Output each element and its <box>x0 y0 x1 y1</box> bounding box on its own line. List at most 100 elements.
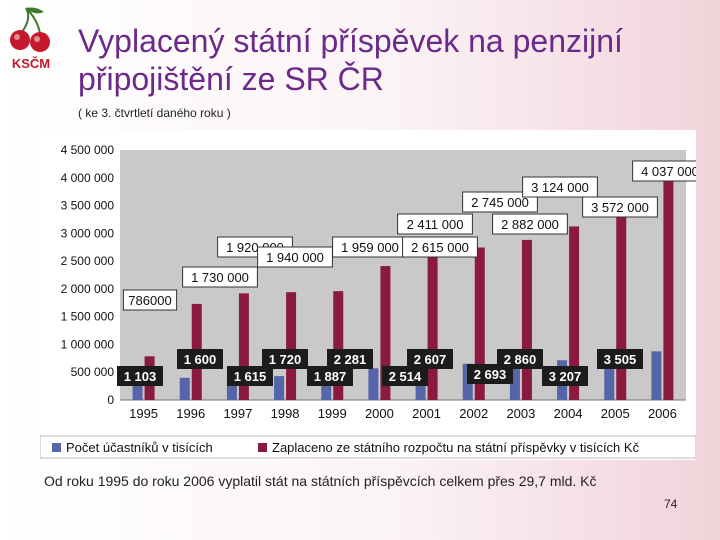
bar-paid <box>286 292 297 400</box>
data-label-paid: 2 882 000 <box>492 213 568 235</box>
bar-participants <box>604 355 615 400</box>
data-label: 3 505 <box>604 352 637 367</box>
bar-paid <box>616 201 627 400</box>
data-label-paid: 1 959 000 <box>332 236 408 258</box>
data-label: 2 514 <box>389 369 422 384</box>
data-label-box <box>597 349 643 369</box>
y-tick-label: 1 000 000 <box>61 337 115 351</box>
data-label-paid: 2 411 000 <box>397 213 473 235</box>
data-label-box <box>497 349 543 369</box>
data-label-box <box>542 366 588 386</box>
data-label-participants: 2 860 <box>497 349 543 369</box>
data-label-box <box>522 176 598 198</box>
legend: Počet účastníků v tisících Zaplaceno ze s… <box>39 435 697 459</box>
data-label: 3 124 000 <box>531 180 589 195</box>
data-label: 1 720 <box>269 352 302 367</box>
y-tick-label: 2 000 000 <box>61 282 115 296</box>
data-label-participants: 1 600 <box>177 349 223 369</box>
x-tick-label: 1998 <box>271 406 300 421</box>
data-label: 3 572 000 <box>591 200 649 215</box>
x-tick-label: 2003 <box>506 406 535 421</box>
x-tick-label: 1997 <box>223 406 252 421</box>
y-tick-label: 2 500 000 <box>61 254 115 268</box>
data-label-box <box>397 213 473 235</box>
legend-swatch-paid <box>258 443 267 452</box>
data-label: 1 103 <box>124 369 157 384</box>
data-label: 2 882 000 <box>501 217 559 232</box>
y-tick-label: 3 500 000 <box>61 199 115 213</box>
data-label-box <box>327 349 373 369</box>
kscm-logo: KSČM <box>10 7 50 71</box>
bar-participants <box>132 384 143 400</box>
data-label: 1 730 000 <box>191 270 249 285</box>
data-label-participants: 1 103 <box>117 366 163 386</box>
bar-participants <box>274 376 285 400</box>
data-label-paid: 786000 <box>122 289 178 311</box>
data-label: 2 860 <box>504 352 537 367</box>
y-tick-label: 3 000 000 <box>61 226 115 240</box>
bar-participants <box>179 377 190 400</box>
y-tick-label: 500 000 <box>71 365 115 379</box>
data-label-box <box>227 366 273 386</box>
data-label: 2 411 000 <box>407 217 464 232</box>
bar-paid <box>474 247 485 400</box>
page-title: Vyplacený státní příspěvek na penzijní p… <box>78 23 623 97</box>
bar-paid <box>663 175 674 400</box>
data-label-paid: 1 940 000 <box>257 246 333 268</box>
data-label-box <box>117 366 163 386</box>
y-tick-label: 0 <box>107 393 114 407</box>
legend-label-paid: Zaplaceno ze státního rozpočtu na státní… <box>272 440 640 455</box>
x-tick-label: 1999 <box>318 406 347 421</box>
data-label-participants: 2 607 <box>407 349 453 369</box>
data-label-box <box>492 213 568 235</box>
data-label-paid: 2 615 000 <box>402 236 478 258</box>
data-label-participants: 1 887 <box>307 366 353 386</box>
x-tick-label: 2006 <box>648 406 677 421</box>
data-label: 2 607 <box>414 352 447 367</box>
data-label-participants: 1 615 <box>227 366 273 386</box>
bar-participants <box>368 368 379 400</box>
x-tick-label: 2004 <box>554 406 583 421</box>
y-tick-label: 1 500 000 <box>61 310 115 324</box>
data-label: 1 600 <box>184 352 217 367</box>
bar-paid <box>238 293 249 400</box>
data-label-participants: 3 207 <box>542 366 588 386</box>
legend-swatch-participants <box>52 443 61 452</box>
data-label: 1 615 <box>234 369 267 384</box>
page-number: 74 <box>664 497 678 511</box>
data-label: 4 037 000 <box>641 164 696 179</box>
x-tick-label: 2005 <box>601 406 630 421</box>
data-label-box <box>382 366 428 386</box>
bar-paid <box>333 291 344 400</box>
bar-participants <box>226 377 237 400</box>
bar-chart: 0 500 000 1 000 000 1 500 000 2 000 000 2 500… <box>39 130 708 460</box>
data-label-box <box>307 366 353 386</box>
y-tick-label: 4 000 000 <box>61 171 115 185</box>
data-label-paid: 1 730 000 <box>182 266 258 288</box>
bar-paid <box>521 239 532 400</box>
data-label-paid: 4 037 000 <box>632 160 708 182</box>
data-label: 2 615 000 <box>411 240 469 255</box>
x-tick-label: 2000 <box>365 406 394 421</box>
data-label: 1 940 000 <box>266 250 324 265</box>
data-label-paid: 3 572 000 <box>582 196 658 218</box>
data-label: 3 207 <box>549 369 582 384</box>
data-label-box <box>262 349 308 369</box>
data-label-box <box>177 349 223 369</box>
data-label: 1 887 <box>314 369 347 384</box>
y-tick-label: 4 500 000 <box>61 143 115 157</box>
data-label: 2 281 <box>334 352 367 367</box>
data-label-paid: 3 124 000 <box>522 176 598 198</box>
data-label-box <box>407 349 453 369</box>
svg-text:KSČM: KSČM <box>12 56 50 71</box>
legend-label-participants: Počet účastníků v tisících <box>66 440 213 455</box>
data-label-paid: 2 745 000 <box>462 191 538 213</box>
x-tick-label: 2002 <box>459 406 488 421</box>
bar-paid <box>380 266 391 400</box>
data-label-box <box>402 236 478 258</box>
footnote: Od roku 1995 do roku 2006 vyplatil stát … <box>44 473 597 489</box>
data-label: 1 959 000 <box>341 240 399 255</box>
bar-participants <box>651 351 662 400</box>
data-label-box <box>462 191 538 213</box>
page-subtitle: ( ke 3. čtvrtletí daného roku ) <box>78 106 231 120</box>
